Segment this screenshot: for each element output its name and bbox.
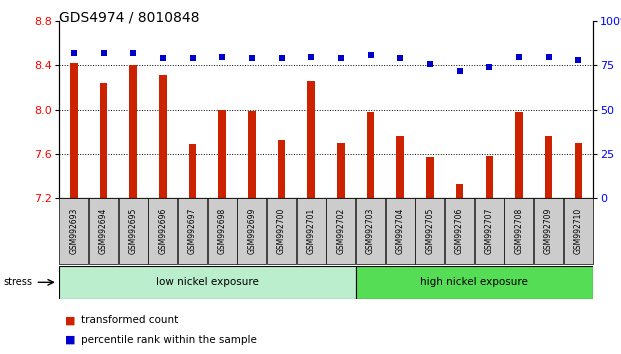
Text: GSM992701: GSM992701 bbox=[307, 208, 315, 254]
Point bbox=[514, 54, 524, 59]
Bar bbox=[426, 157, 433, 198]
Point bbox=[306, 54, 316, 59]
Point bbox=[543, 54, 553, 59]
Text: GSM992708: GSM992708 bbox=[514, 208, 524, 254]
Text: stress: stress bbox=[3, 277, 32, 287]
Bar bbox=[267, 198, 296, 264]
Bar bbox=[356, 266, 593, 299]
Text: GSM992699: GSM992699 bbox=[247, 208, 256, 254]
Point bbox=[128, 50, 138, 56]
Bar bbox=[307, 81, 315, 198]
Point bbox=[276, 56, 286, 61]
Text: GDS4974 / 8010848: GDS4974 / 8010848 bbox=[59, 11, 199, 25]
Bar bbox=[564, 198, 593, 264]
Bar bbox=[415, 198, 445, 264]
Point bbox=[188, 56, 197, 61]
Bar bbox=[237, 198, 266, 264]
Text: ■: ■ bbox=[65, 315, 76, 325]
Bar bbox=[159, 75, 166, 198]
Text: GSM992705: GSM992705 bbox=[425, 208, 434, 254]
Bar bbox=[129, 65, 137, 198]
Text: low nickel exposure: low nickel exposure bbox=[156, 277, 259, 287]
Point bbox=[336, 56, 346, 61]
Text: GSM992702: GSM992702 bbox=[337, 208, 345, 254]
Text: GSM992703: GSM992703 bbox=[366, 208, 375, 254]
Bar bbox=[545, 136, 552, 198]
Text: GSM992695: GSM992695 bbox=[129, 208, 138, 254]
Point bbox=[455, 68, 465, 74]
Text: GSM992697: GSM992697 bbox=[188, 208, 197, 254]
Text: GSM992704: GSM992704 bbox=[396, 208, 405, 254]
Bar bbox=[297, 198, 326, 264]
Bar bbox=[219, 110, 226, 198]
Text: GSM992694: GSM992694 bbox=[99, 208, 108, 254]
Point bbox=[217, 54, 227, 59]
Text: GSM992693: GSM992693 bbox=[70, 208, 78, 254]
Bar bbox=[474, 198, 504, 264]
Text: GSM992696: GSM992696 bbox=[158, 208, 167, 254]
Text: GSM992700: GSM992700 bbox=[277, 208, 286, 254]
Point bbox=[69, 50, 79, 56]
Bar bbox=[278, 139, 285, 198]
Bar bbox=[207, 198, 237, 264]
Text: ■: ■ bbox=[65, 335, 76, 345]
Bar bbox=[248, 111, 256, 198]
Text: percentile rank within the sample: percentile rank within the sample bbox=[81, 335, 256, 345]
Bar bbox=[178, 198, 207, 264]
Bar bbox=[367, 112, 374, 198]
Bar bbox=[189, 144, 196, 198]
Point bbox=[395, 56, 405, 61]
Text: GSM992707: GSM992707 bbox=[485, 208, 494, 254]
Bar bbox=[386, 198, 415, 264]
Bar bbox=[148, 198, 178, 264]
Bar bbox=[396, 136, 404, 198]
Text: high nickel exposure: high nickel exposure bbox=[420, 277, 528, 287]
Bar bbox=[356, 198, 385, 264]
Bar bbox=[515, 112, 523, 198]
Text: transformed count: transformed count bbox=[81, 315, 178, 325]
Bar bbox=[70, 63, 78, 198]
Bar bbox=[337, 143, 345, 198]
Bar bbox=[59, 198, 88, 264]
Text: GSM992710: GSM992710 bbox=[574, 208, 582, 254]
Point bbox=[484, 64, 494, 70]
Text: GSM992698: GSM992698 bbox=[218, 208, 227, 254]
Bar bbox=[456, 184, 463, 198]
Bar bbox=[574, 143, 582, 198]
Point bbox=[158, 56, 168, 61]
Bar bbox=[89, 198, 118, 264]
Text: GSM992706: GSM992706 bbox=[455, 208, 464, 254]
Point bbox=[247, 56, 257, 61]
Bar bbox=[100, 83, 107, 198]
Text: GSM992709: GSM992709 bbox=[544, 208, 553, 254]
Bar bbox=[534, 198, 563, 264]
Point bbox=[425, 61, 435, 67]
Bar bbox=[445, 198, 474, 264]
Bar bbox=[504, 198, 533, 264]
Point bbox=[366, 52, 376, 58]
Point bbox=[99, 50, 109, 56]
Bar bbox=[119, 198, 148, 264]
Bar bbox=[59, 266, 356, 299]
Bar bbox=[486, 156, 493, 198]
Bar bbox=[326, 198, 355, 264]
Point bbox=[573, 57, 583, 63]
